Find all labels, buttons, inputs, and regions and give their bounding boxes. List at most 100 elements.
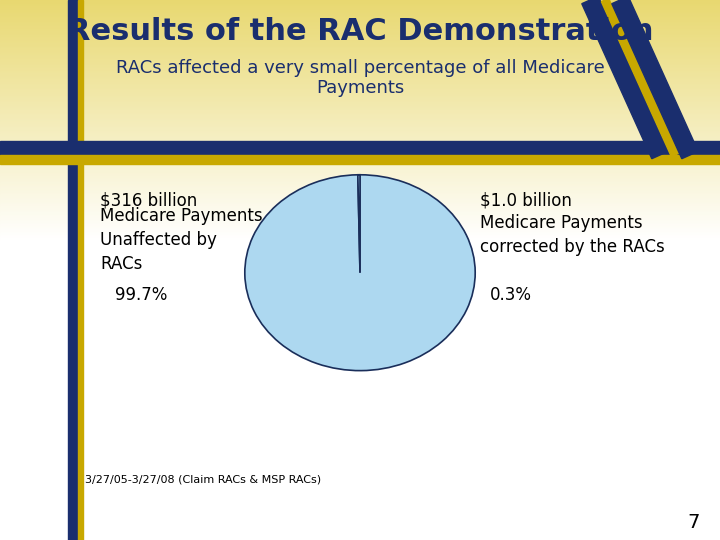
Text: 0.3%: 0.3% [490, 286, 532, 304]
Bar [0, 183, 720, 184]
Bar [0, 84, 720, 85]
Bar [0, 131, 720, 132]
Bar [0, 211, 720, 212]
Bar [0, 42, 720, 43]
Polygon shape [601, 0, 679, 157]
Bar [0, 16, 720, 17]
Bar [0, 204, 720, 205]
Bar [0, 186, 720, 187]
Bar [0, 162, 720, 163]
Bar [0, 234, 720, 235]
Bar [0, 59, 720, 60]
Bar [0, 73, 720, 75]
Bar [0, 200, 720, 201]
Bar [0, 53, 720, 54]
Bar [0, 193, 720, 194]
Bar [68, 0, 78, 540]
Bar [0, 157, 720, 158]
Bar [0, 119, 720, 120]
Bar [0, 184, 720, 185]
Bar [0, 25, 720, 26]
Bar [0, 152, 720, 153]
Bar [0, 9, 720, 10]
Bar [0, 207, 720, 209]
Bar [0, 166, 720, 167]
Bar [0, 45, 720, 47]
Bar [0, 101, 720, 102]
Bar [0, 143, 720, 144]
Bar [0, 64, 720, 65]
Bar [0, 93, 720, 95]
Bar [0, 118, 720, 119]
Bar [0, 31, 720, 32]
Bar [0, 150, 720, 151]
Bar [0, 41, 720, 42]
Bar [0, 233, 720, 234]
Bar [0, 191, 720, 192]
Bar [0, 199, 720, 200]
Bar [0, 124, 720, 125]
Bar [0, 98, 720, 99]
Bar [0, 96, 720, 97]
Bar [0, 214, 720, 215]
Bar [0, 80, 720, 82]
Bar [0, 92, 720, 93]
Bar [0, 55, 720, 56]
Bar [0, 1, 720, 2]
Bar [0, 190, 720, 191]
Bar [0, 164, 720, 166]
Bar [0, 56, 720, 58]
Bar [0, 240, 720, 540]
Bar [0, 37, 720, 38]
Bar [0, 78, 720, 79]
Bar [0, 223, 720, 225]
Bar [78, 0, 83, 540]
Bar [0, 144, 720, 145]
Bar [0, 102, 720, 103]
Bar [0, 163, 720, 164]
Bar [0, 210, 720, 211]
Bar [0, 115, 720, 117]
Bar [0, 36, 720, 37]
Bar [0, 24, 720, 25]
Bar [0, 28, 720, 29]
Bar [0, 49, 720, 50]
Bar [0, 133, 720, 134]
Bar [0, 125, 720, 126]
Bar [0, 151, 720, 152]
Bar [0, 12, 720, 13]
Bar [0, 23, 720, 24]
Text: RACs affected a very small percentage of all Medicare
Payments: RACs affected a very small percentage of… [116, 59, 604, 97]
Polygon shape [612, 0, 698, 159]
Bar [0, 127, 720, 129]
Bar [0, 221, 720, 222]
Bar [0, 108, 720, 109]
Bar [0, 167, 720, 168]
Bar [0, 85, 720, 86]
Text: Medicare Payments
Unaffected by
RACs: Medicare Payments Unaffected by RACs [100, 207, 263, 273]
Bar [0, 226, 720, 227]
Bar [0, 155, 720, 156]
Bar [0, 218, 720, 220]
Bar [0, 110, 720, 112]
Text: Medicare Payments
corrected by the RACs: Medicare Payments corrected by the RACs [480, 214, 665, 256]
Bar [0, 203, 720, 204]
Bar [0, 168, 720, 169]
Bar [0, 169, 720, 171]
Bar [0, 71, 720, 72]
Bar [0, 91, 720, 92]
Bar [0, 17, 720, 18]
Bar [0, 97, 720, 98]
Bar [0, 141, 720, 143]
Text: 99.7%: 99.7% [115, 286, 167, 304]
Bar [0, 137, 720, 138]
Bar [0, 175, 720, 177]
Bar [0, 6, 720, 7]
Bar [0, 174, 720, 175]
Polygon shape [582, 0, 668, 159]
Bar [0, 30, 720, 31]
Bar [0, 160, 720, 161]
Bar [0, 109, 720, 110]
Wedge shape [358, 175, 360, 273]
Bar [0, 120, 720, 121]
